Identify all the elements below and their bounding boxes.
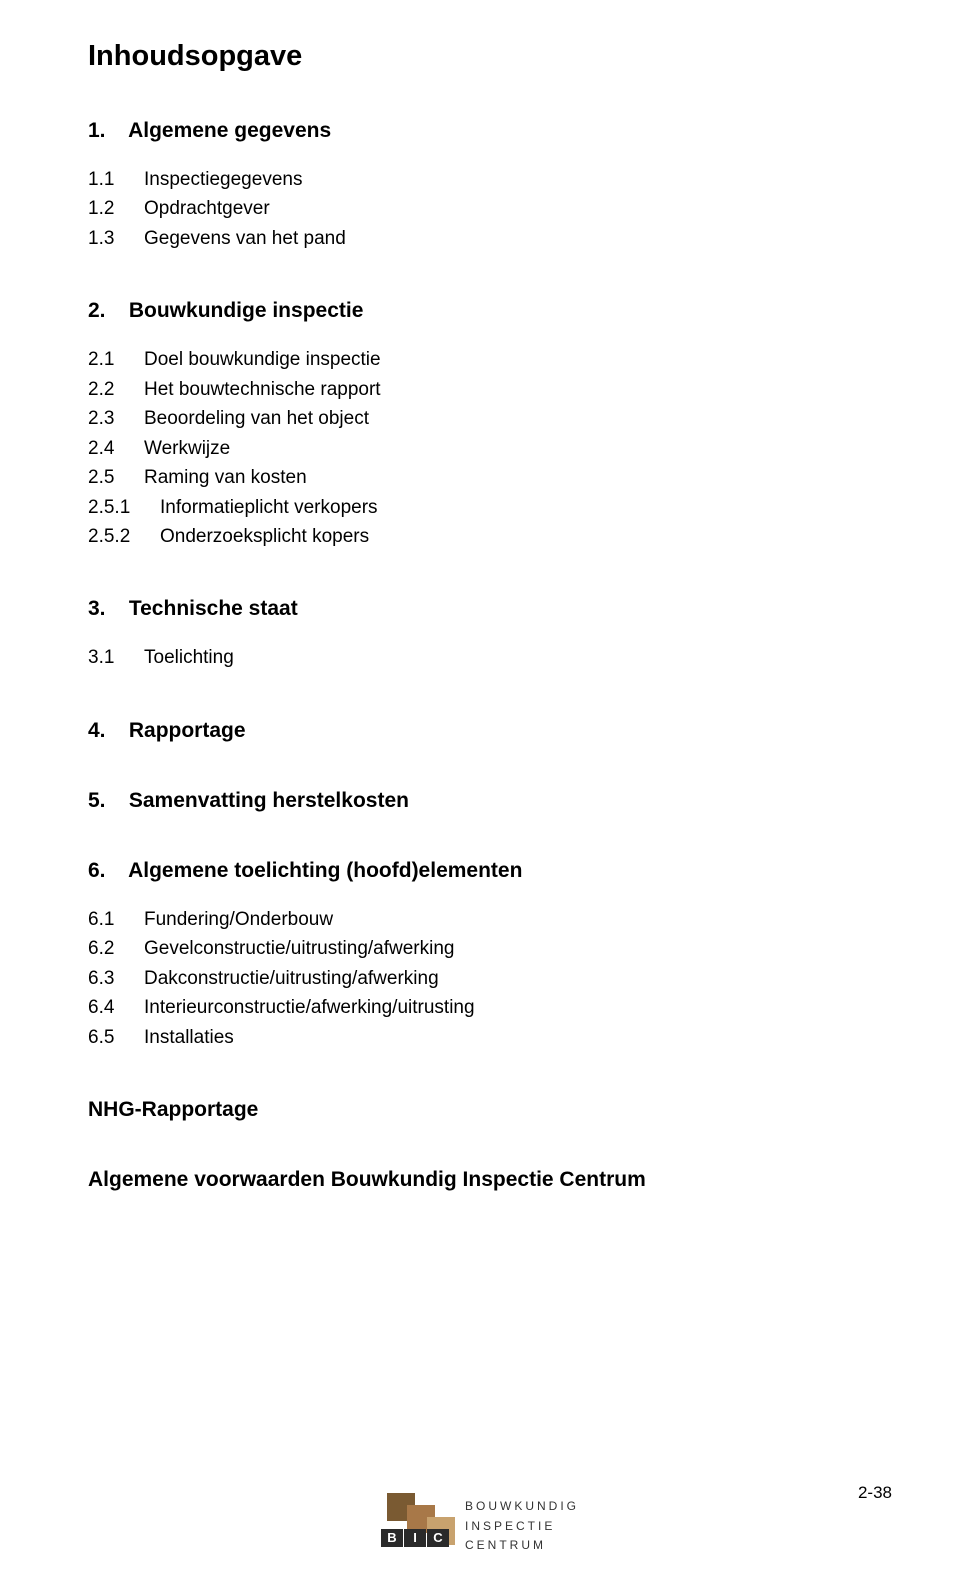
subsection-list-indented: 2.5.1Informatieplicht verkopers 2.5.2Ond… [88,493,900,552]
subsection-number: 2.2 [88,375,144,404]
document-page: Inhoudsopgave 1. Algemene gegevens 1.1In… [0,0,960,1192]
subsection-label: Installaties [144,1023,900,1052]
subsection-row: 6.4Interieurconstructie/afwerking/uitrus… [88,993,900,1022]
footer-logo: B I C Bouwkundig Inspectie Centrum [381,1493,579,1555]
logo-text: Bouwkundig Inspectie Centrum [465,1493,579,1555]
subsection-label: Fundering/Onderbouw [144,905,900,934]
section-heading: 1. Algemene gegevens [88,119,900,143]
logo-letter: C [427,1529,449,1547]
subsection-list: 3.1Toelichting [88,643,900,672]
section-number: 1. [88,119,106,142]
subsection-label: Informatieplicht verkopers [160,493,900,522]
section-label: Samenvatting herstelkosten [129,789,409,812]
logo-mark: B I C [381,1493,455,1549]
subsection-label: Inspectiegegevens [144,165,900,194]
section-heading: 6. Algemene toelichting (hoofd)elementen [88,859,900,883]
toc-section: 5. Samenvatting herstelkosten [88,789,900,813]
page-footer: B I C Bouwkundig Inspectie Centrum 2-38 [0,1441,960,1561]
toc-section: 1. Algemene gegevens 1.1Inspectiegegeven… [88,119,900,253]
page-title: Inhoudsopgave [88,40,900,73]
subsection-label: Raming van kosten [144,463,900,492]
section-label: Bouwkundige inspectie [129,299,364,322]
subsection-number: 3.1 [88,643,144,672]
subsection-row: 1.1Inspectiegegevens [88,165,900,194]
subsection-row: 1.3Gegevens van het pand [88,224,900,253]
subsection-label: Dakconstructie/uitrusting/afwerking [144,964,900,993]
subsection-number: 2.1 [88,345,144,374]
subsection-row: 2.5.1Informatieplicht verkopers [88,493,900,522]
subsection-row: 6.2Gevelconstructie/uitrusting/afwerking [88,934,900,963]
subsection-label: Toelichting [144,643,900,672]
toc-section: 6. Algemene toelichting (hoofd)elementen… [88,859,900,1052]
subsection-row: 2.1Doel bouwkundige inspectie [88,345,900,374]
subsection-row: 1.2Opdrachtgever [88,194,900,223]
subsection-label: Interieurconstructie/afwerking/uitrustin… [144,993,900,1022]
subsection-row: 2.5.2Onderzoeksplicht kopers [88,522,900,551]
subsection-number: 2.5.2 [88,522,160,551]
subsection-number: 6.1 [88,905,144,934]
subsection-number: 6.2 [88,934,144,963]
subsection-row: 2.5Raming van kosten [88,463,900,492]
section-number: 5. [88,789,106,812]
section-heading: 2. Bouwkundige inspectie [88,299,900,323]
subsection-number: 1.1 [88,165,144,194]
subsection-row: 6.5Installaties [88,1023,900,1052]
subsection-number: 6.4 [88,993,144,1022]
extra-heading: Algemene voorwaarden Bouwkundig Inspecti… [88,1168,900,1192]
toc-section: 3. Technische staat 3.1Toelichting [88,597,900,672]
subsection-number: 2.3 [88,404,144,433]
toc-section: 4. Rapportage [88,719,900,743]
subsection-row: 6.1Fundering/Onderbouw [88,905,900,934]
subsection-row: 3.1Toelichting [88,643,900,672]
subsection-list: 2.1Doel bouwkundige inspectie 2.2Het bou… [88,345,900,492]
subsection-list: 6.1Fundering/Onderbouw 6.2Gevelconstruct… [88,905,900,1052]
logo-letter: B [381,1529,403,1547]
subsection-label: Doel bouwkundige inspectie [144,345,900,374]
subsection-number: 2.5 [88,463,144,492]
page-number: 2-38 [858,1483,892,1503]
section-heading: 3. Technische staat [88,597,900,621]
subsection-number: 6.3 [88,964,144,993]
section-number: 6. [88,859,106,882]
subsection-label: Beoordeling van het object [144,404,900,433]
subsection-number: 1.2 [88,194,144,223]
section-label: Technische staat [129,597,298,620]
extra-heading: NHG-Rapportage [88,1098,900,1122]
section-number: 3. [88,597,106,620]
subsection-row: 6.3Dakconstructie/uitrusting/afwerking [88,964,900,993]
section-heading: 4. Rapportage [88,719,900,743]
subsection-number: 6.5 [88,1023,144,1052]
logo-line: Centrum [465,1536,579,1555]
section-label: Rapportage [129,719,246,742]
logo-line: Inspectie [465,1517,579,1536]
subsection-row: 2.2Het bouwtechnische rapport [88,375,900,404]
section-heading: 5. Samenvatting herstelkosten [88,789,900,813]
logo-line: Bouwkundig [465,1497,579,1516]
subsection-label: Gevelconstructie/uitrusting/afwerking [144,934,900,963]
section-number: 4. [88,719,106,742]
subsection-label: Het bouwtechnische rapport [144,375,900,404]
subsection-row: 2.4Werkwijze [88,434,900,463]
subsection-number: 2.5.1 [88,493,160,522]
subsection-number: 1.3 [88,224,144,253]
logo-letter: I [404,1529,426,1547]
subsection-row: 2.3Beoordeling van het object [88,404,900,433]
section-number: 2. [88,299,106,322]
subsection-number: 2.4 [88,434,144,463]
subsection-list: 1.1Inspectiegegevens 1.2Opdrachtgever 1.… [88,165,900,253]
section-label: Algemene toelichting (hoofd)elementen [128,859,522,882]
section-label: Algemene gegevens [128,119,331,142]
toc-section: 2. Bouwkundige inspectie 2.1Doel bouwkun… [88,299,900,551]
subsection-label: Onderzoeksplicht kopers [160,522,900,551]
logo-acronym: B I C [381,1529,449,1547]
subsection-label: Gegevens van het pand [144,224,900,253]
subsection-label: Werkwijze [144,434,900,463]
subsection-label: Opdrachtgever [144,194,900,223]
